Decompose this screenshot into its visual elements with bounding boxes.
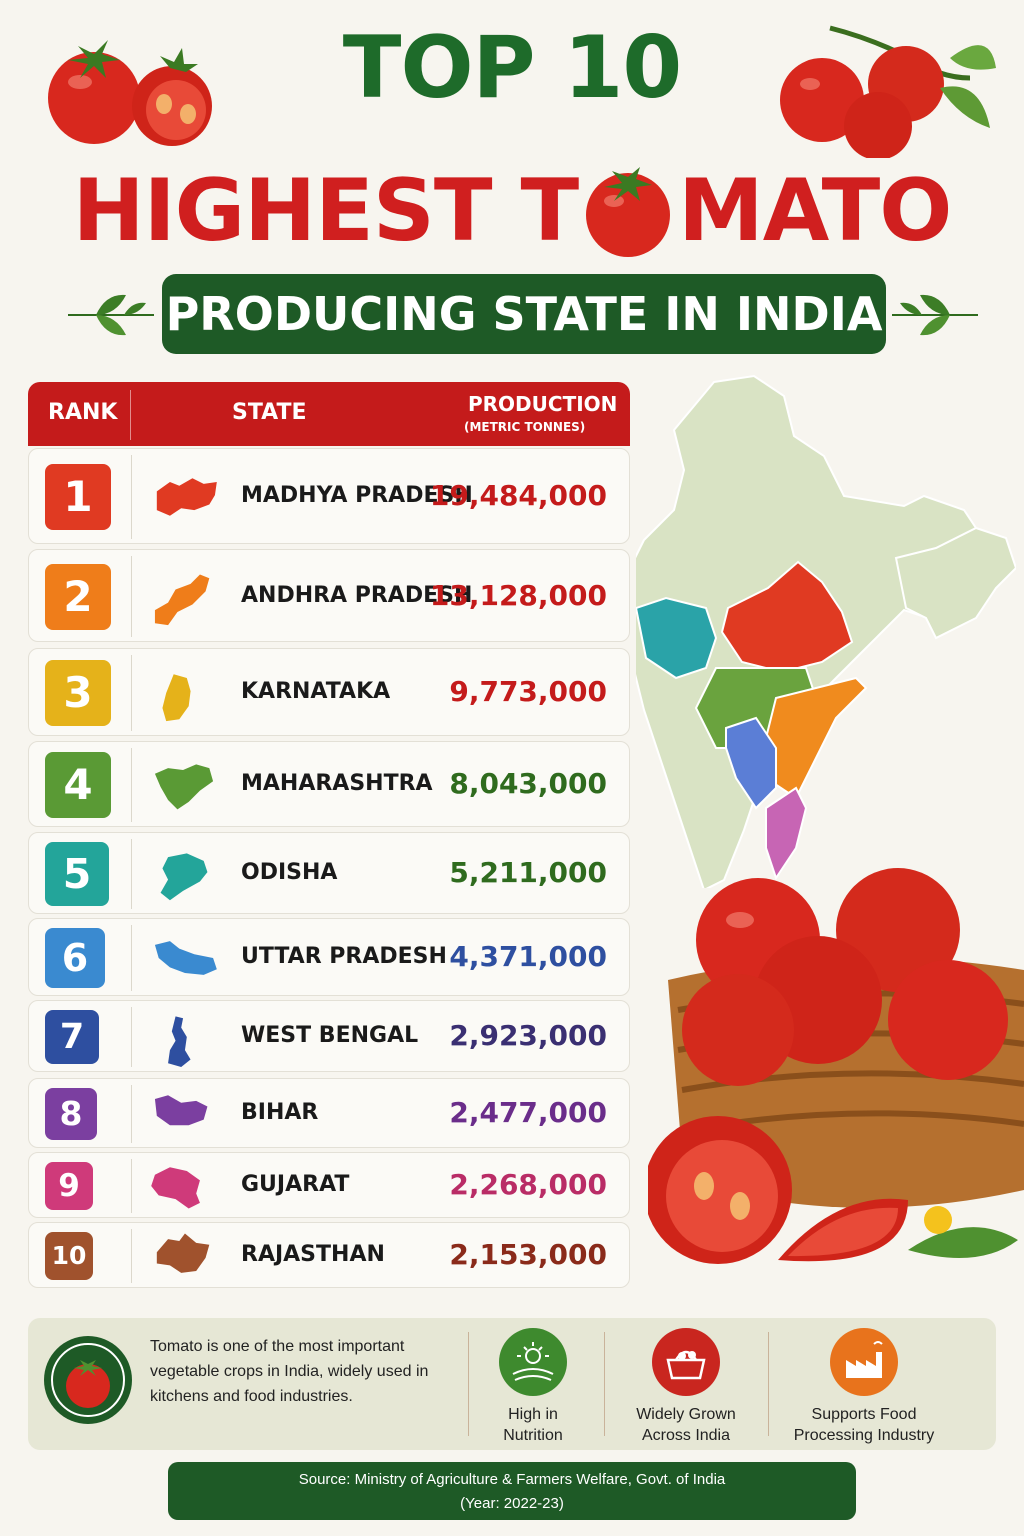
tomato-vine-right-image: [780, 25, 996, 158]
production-value: 2,923,000: [449, 1019, 607, 1052]
info-description: Tomato is one of the most important vege…: [150, 1338, 429, 1405]
feature-processing: Supports Food Processing Industry: [780, 1328, 948, 1446]
state-map-icon: [156, 1233, 210, 1273]
state-name: UTTAR PRADESH: [241, 944, 447, 969]
tomato-letter-icon: [586, 166, 671, 257]
title-line-2: HIGHEST T MATO: [0, 150, 1024, 266]
table-header: RANK STATE PRODUCTION (METRIC TONNES): [28, 382, 630, 446]
basket-icon: [652, 1328, 720, 1396]
feature-nutrition: High in Nutrition: [474, 1328, 592, 1446]
header-divider: [130, 390, 131, 440]
production-value: 9,773,000: [449, 675, 607, 708]
source-box: Source: Ministry of Agriculture & Farmer…: [168, 1462, 856, 1520]
state-map-icon: [151, 1167, 200, 1209]
row-divider: [131, 556, 132, 637]
row-divider: [131, 1007, 132, 1067]
row-divider: [131, 655, 132, 731]
india-map-image: [636, 374, 1016, 888]
feature-processing-label-2: Processing Industry: [793, 1427, 935, 1444]
state-map-icon: [154, 574, 210, 625]
production-value: 19,484,000: [429, 479, 607, 512]
table-row: 6 UTTAR PRADESH 4,371,000: [28, 918, 630, 996]
feature-grown-label-1: Widely Grown: [636, 1406, 736, 1423]
row-divider: [131, 1159, 132, 1213]
rank-badge: 7: [45, 1010, 99, 1064]
info-divider: [768, 1332, 769, 1436]
info-panel: Tomato is one of the most important vege…: [28, 1318, 996, 1450]
state-map-icon: [160, 853, 208, 901]
production-value: 8,043,000: [449, 767, 607, 800]
production-value: 2,477,000: [449, 1096, 607, 1129]
info-divider: [604, 1332, 605, 1436]
title-line-2-end: MATO: [678, 160, 952, 261]
rank-badge: 4: [45, 752, 111, 818]
feature-nutrition-label-1: High in: [508, 1406, 558, 1423]
state-name: ANDHRA PRADESH: [241, 582, 473, 608]
row-divider: [131, 455, 132, 539]
feature-widely-grown: Widely Grown Across India: [618, 1328, 754, 1446]
production-value: 4,371,000: [449, 940, 607, 973]
table-row: 3 KARNATAKA 9,773,000: [28, 648, 630, 736]
row-divider: [131, 925, 132, 991]
header-state: STATE: [232, 400, 307, 425]
production-value: 2,268,000: [449, 1168, 607, 1201]
rank-badge: 6: [45, 928, 105, 988]
subtitle-banner: PRODUCING STATE IN INDIA: [162, 274, 886, 354]
header-unit: (METRIC TONNES): [464, 420, 586, 434]
rank-badge: 5: [45, 842, 109, 906]
rank-badge: 2: [45, 563, 111, 630]
feature-grown-label-2: Across India: [641, 1427, 731, 1444]
state-map-icon: [162, 674, 191, 722]
state-name: BIHAR: [241, 1100, 319, 1125]
table-row: 8 BIHAR 2,477,000: [28, 1078, 630, 1148]
state-name: RAJASTHAN: [241, 1242, 385, 1267]
leaf-right-icon: [892, 294, 978, 336]
state-map-icon: [154, 764, 214, 810]
factory-icon: [830, 1328, 898, 1396]
rank-badge: 10: [45, 1232, 93, 1280]
row-divider: [131, 748, 132, 822]
rank-badge: 9: [45, 1162, 93, 1210]
tomato-basket-image: [648, 868, 1024, 1264]
production-value: 13,128,000: [429, 578, 607, 612]
table-row: 9 GUJARAT 2,268,000: [28, 1152, 630, 1218]
state-name: MAHARASHTRA: [241, 771, 433, 796]
title-line-1: TOP 10: [342, 18, 682, 118]
table-row: 7 WEST BENGAL 2,923,000: [28, 1000, 630, 1072]
table-row: 1 MADHYA PRADESH 19,484,000: [28, 448, 630, 544]
table-row: 10 RAJASTHAN 2,153,000: [28, 1222, 630, 1288]
table-row: 2 ANDHRA PRADESH 13,128,000: [28, 549, 630, 642]
state-name: ODISHA: [241, 860, 338, 885]
feature-processing-label-1: Supports Food: [811, 1406, 917, 1423]
production-value: 2,153,000: [449, 1238, 607, 1271]
source-line-1: Source: Ministry of Agriculture & Farmer…: [298, 1471, 726, 1488]
feature-nutrition-label-2: Nutrition: [503, 1427, 563, 1444]
rank-badge: 3: [45, 660, 111, 726]
state-name: MADHYA PRADESH: [241, 483, 473, 508]
production-value: 5,211,000: [449, 856, 607, 889]
state-map-icon: [156, 478, 217, 516]
rank-badge: 8: [45, 1088, 97, 1140]
info-divider: [468, 1332, 469, 1436]
tomato-cluster-left-image: [48, 40, 212, 146]
row-divider: [131, 839, 132, 909]
table-row: 5 ODISHA 5,211,000: [28, 832, 630, 914]
state-map-icon: [168, 1016, 191, 1067]
rank-badge: 1: [45, 464, 111, 530]
row-divider: [131, 1085, 132, 1143]
title-line-2-start: HIGHEST T: [72, 160, 579, 261]
source-line-2: (Year: 2022-23): [460, 1495, 564, 1512]
state-name: WEST BENGAL: [241, 1023, 419, 1048]
sun-field-icon: [499, 1328, 567, 1396]
tomato-badge-icon: [44, 1336, 132, 1424]
state-map-icon: [154, 941, 217, 975]
state-name: GUJARAT: [241, 1172, 350, 1197]
row-divider: [131, 1229, 132, 1283]
table-row: 4 MAHARASHTRA 8,043,000: [28, 741, 630, 827]
leaf-left-icon: [68, 294, 154, 336]
header-rank: RANK: [48, 400, 118, 425]
state-name: KARNATAKA: [241, 679, 391, 704]
header-production: PRODUCTION: [468, 392, 618, 416]
state-map-icon: [154, 1095, 208, 1126]
